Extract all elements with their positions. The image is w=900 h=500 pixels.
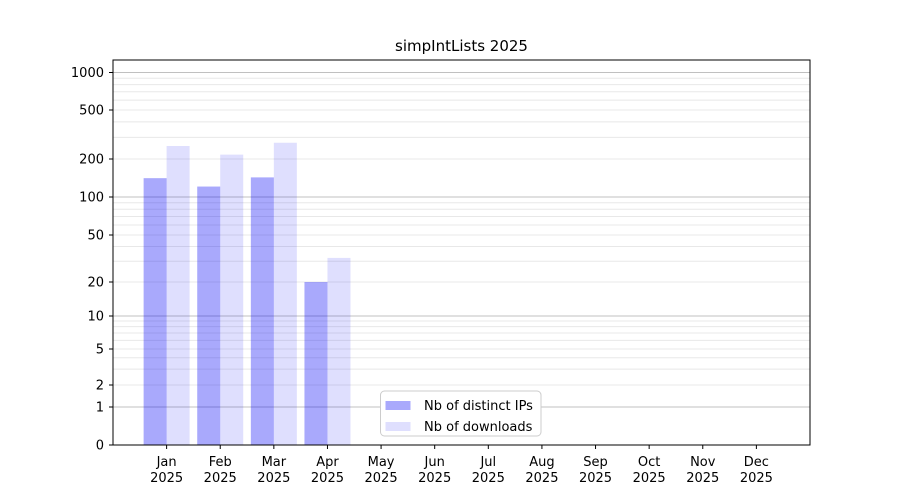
legend-label: Nb of downloads — [424, 420, 533, 435]
bar-ips-feb — [197, 186, 221, 445]
x-axis-tick-year-label: 2025 — [365, 471, 398, 486]
bar-downloads-apr — [327, 257, 351, 445]
bar-ips-apr — [304, 282, 328, 445]
x-axis-tick-label: Mar — [262, 455, 287, 470]
x-axis-tick-label: Jul — [479, 455, 496, 470]
x-axis-tick-year-label: 2025 — [311, 471, 344, 486]
x-axis-tick-year-label: 2025 — [740, 471, 773, 486]
x-axis-tick-label: Dec — [744, 455, 769, 470]
y-axis-tick-label: 500 — [79, 104, 104, 119]
y-axis-tick-label: 100 — [79, 191, 104, 206]
legend-label: Nb of distinct IPs — [424, 399, 533, 414]
y-axis-tick-label: 50 — [87, 229, 104, 244]
bar-downloads-mar — [273, 142, 297, 445]
x-axis-tick-year-label: 2025 — [257, 471, 290, 486]
chart-title: simpIntLists 2025 — [395, 37, 528, 55]
x-axis-tick-year-label: 2025 — [525, 471, 558, 486]
plot-border — [112, 59, 811, 446]
y-axis-tick-label: 10 — [87, 310, 104, 325]
legend-swatch — [385, 401, 411, 410]
x-axis-tick-label: Aug — [529, 455, 554, 470]
bar-downloads-feb — [220, 154, 244, 445]
x-axis-tick-label: Nov — [690, 455, 716, 470]
x-axis-tick-label: Oct — [638, 455, 660, 470]
x-axis-tick-year-label: 2025 — [472, 471, 505, 486]
bar-downloads-jan — [166, 146, 190, 445]
x-axis-tick-year-label: 2025 — [418, 471, 451, 486]
x-axis-tick-year-label: 2025 — [633, 471, 666, 486]
bar-ips-mar — [250, 177, 274, 445]
y-axis-tick-label: 2 — [96, 379, 104, 394]
y-axis-tick-label: 0 — [96, 439, 104, 454]
x-axis-tick-year-label: 2025 — [686, 471, 719, 486]
x-axis-tick-label: Jan — [156, 455, 177, 470]
x-axis-tick-label: Apr — [316, 455, 339, 470]
y-axis-tick-label: 1 — [96, 401, 104, 416]
x-axis-tick-label: Feb — [209, 455, 232, 470]
y-axis-tick-label: 1000 — [71, 66, 104, 81]
x-axis-tick-year-label: 2025 — [204, 471, 237, 486]
x-axis-tick-label: Sep — [583, 455, 608, 470]
bar-ips-jan — [143, 178, 167, 446]
x-axis-tick-label: May — [368, 455, 395, 470]
x-axis-tick-label: Jun — [424, 455, 445, 470]
y-axis-tick-label: 5 — [96, 343, 104, 358]
x-axis-tick-year-label: 2025 — [579, 471, 612, 486]
y-axis-tick-label: 20 — [87, 276, 104, 291]
x-axis-tick-year-label: 2025 — [150, 471, 183, 486]
legend-swatch — [385, 422, 411, 431]
legend-box — [380, 390, 542, 437]
y-axis-tick-label: 200 — [79, 153, 104, 168]
